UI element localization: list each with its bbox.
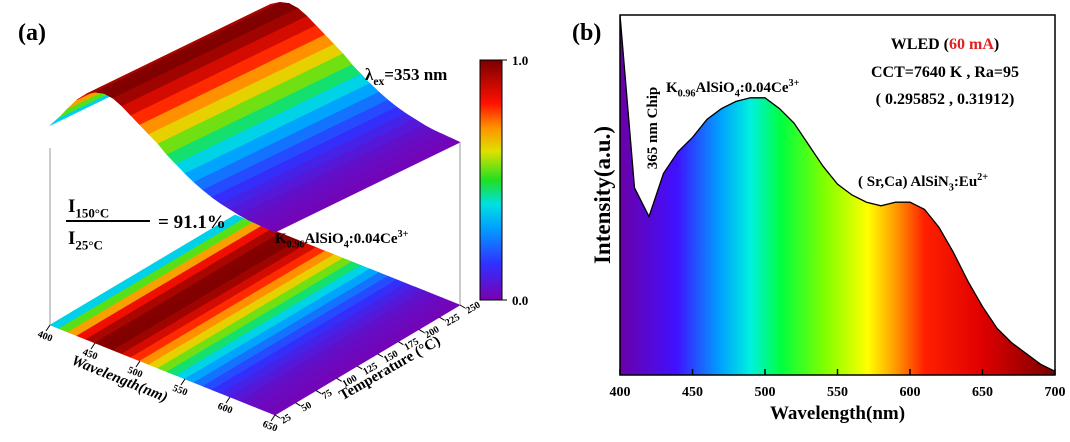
phosphor-label-part: 2+ (977, 172, 988, 183)
y-tick (377, 353, 384, 358)
compound-label: K0.96AlSiO4:0.04Ce3+ (666, 78, 800, 100)
legend-title-part: ) (994, 36, 999, 53)
chip-label: 365 nm Chip (645, 87, 661, 170)
x-tick-label: 500 (126, 365, 144, 381)
cct-label: CCT=7640 K , Ra=95 (871, 64, 1019, 81)
phosphor-label-part: :Eu (954, 174, 977, 190)
phosphor-label: ( Sr,Ca) AlSiN3:Eu2+ (858, 172, 988, 194)
x-axis-label: Wavelength(nm) (770, 403, 905, 424)
x-tick (135, 360, 141, 368)
surface-band (265, 137, 461, 233)
x-tick-label: 450 (682, 385, 703, 400)
legend-title-part: WLED ( (891, 36, 949, 53)
compound-label-part: :0.04Ce (740, 80, 789, 96)
compound-label-part: 3+ (789, 78, 800, 89)
annotation-part: ex (373, 75, 384, 88)
coordinates-label: ( 0.295852 , 0.31912) (876, 91, 1015, 108)
y-tick (336, 377, 342, 382)
ratio-denominator: I25°C (68, 228, 103, 253)
ratio-denominator-part: I (68, 228, 75, 249)
x-tick (90, 342, 96, 350)
x-tick (180, 378, 186, 386)
x-tick-label: 550 (171, 383, 189, 399)
x-tick-label: 600 (216, 401, 234, 417)
ratio-numerator-part: I (68, 196, 75, 217)
panel-b: (b) 400 450 500 550 600 650 700 Wavelength(nm) In… (572, 14, 1066, 424)
x-tick-label: 400 (610, 385, 631, 400)
x-tick-label: 600 (900, 385, 921, 400)
annotation-part: λ (365, 65, 374, 84)
legend-title-part: 60 mA (949, 36, 994, 53)
x-tick-label: 700 (1045, 385, 1066, 400)
phosphor-label-part: 3 (949, 183, 954, 194)
x-tick (45, 324, 51, 332)
plot-clip (620, 15, 1055, 375)
compound-label: K0.96AlSiO4:0.04Ce3+ (275, 229, 409, 251)
y-tick (459, 304, 466, 309)
y-tick-label: 50 (300, 400, 314, 415)
colorbar-tick-label: 0.0 (512, 293, 528, 308)
y-tick (439, 316, 445, 321)
y-tick (274, 414, 281, 419)
y-tick (398, 341, 404, 346)
compound-label-part: AlSiO (696, 80, 735, 96)
x-tick (225, 396, 231, 404)
compound-label-part: 4 (735, 89, 740, 100)
compound-label-part: 0.96 (678, 89, 696, 100)
panel-label: (b) (572, 20, 601, 46)
x-tick-label: 400 (36, 329, 54, 345)
x-tick-label: 650 (972, 385, 993, 400)
y-tick (315, 390, 322, 394)
x-tick-label: 550 (827, 385, 848, 400)
ratio-numerator: I150°C (68, 196, 109, 221)
phosphor-label-part: ( Sr,Ca) AlSiN (858, 174, 949, 190)
ratio-value: = 91.1% (158, 212, 226, 233)
x-tick-label: 500 (755, 385, 776, 400)
compound-label-part: 4 (344, 240, 349, 251)
ratio-numerator-part: 150°C (75, 206, 109, 221)
x-tick-label: 450 (81, 347, 99, 363)
y-tick (295, 402, 301, 407)
compound-label-part: 0.96 (287, 240, 305, 251)
colorbar-tick-label: 1.0 (512, 53, 528, 68)
compound-label-part: :0.04Ce (349, 231, 398, 247)
compound-label-part: K (666, 80, 678, 96)
y-axis-label: Intensity(a.u.) (590, 126, 615, 264)
legend-title: WLED (60 mA) (891, 36, 999, 53)
y-tick-label: 25 (279, 412, 293, 427)
ratio-denominator-part: 25°C (75, 238, 102, 253)
compound-label-part: AlSiO (305, 231, 344, 247)
spectrum-line (620, 15, 1055, 372)
compound-label-part: 3+ (398, 229, 409, 240)
compound-label-part: K (275, 231, 287, 247)
annotation-part: =353 nm (384, 65, 447, 84)
colorbar (479, 59, 503, 301)
y-tick-label: 75 (320, 388, 334, 403)
x-tick (270, 414, 276, 422)
x-tick-label: 650 (261, 419, 279, 435)
y-tick (418, 329, 425, 333)
panel-label: (a) (18, 20, 46, 46)
annotation: λex=353 nm (365, 65, 447, 88)
y-tick (356, 365, 363, 370)
